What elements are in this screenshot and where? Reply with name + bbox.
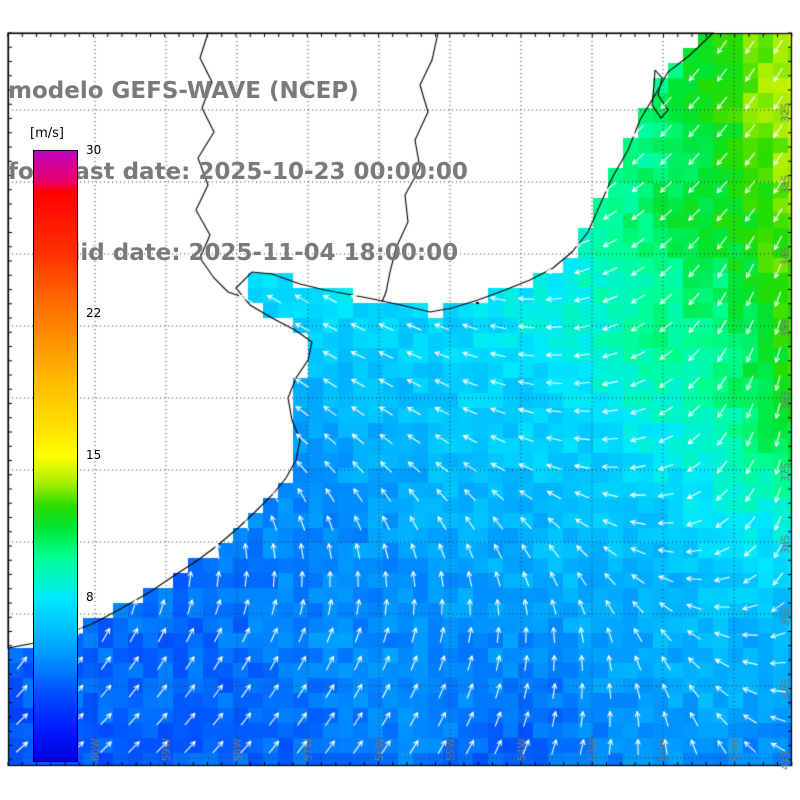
colorbar-unit-label: [m/s]	[30, 126, 64, 141]
colorbar-tick-label: 22	[86, 305, 102, 320]
colorbar: [m/s] 30 22 15 8	[30, 126, 160, 786]
colorbar-tick-label: 15	[86, 448, 102, 462]
colorbar-tick-label: 8	[86, 590, 94, 605]
model-title: modelo GEFS-WAVE (NCEP)	[8, 78, 359, 104]
colorbar-gradient	[33, 150, 78, 762]
colorbar-tick-label: 30	[86, 143, 102, 157]
